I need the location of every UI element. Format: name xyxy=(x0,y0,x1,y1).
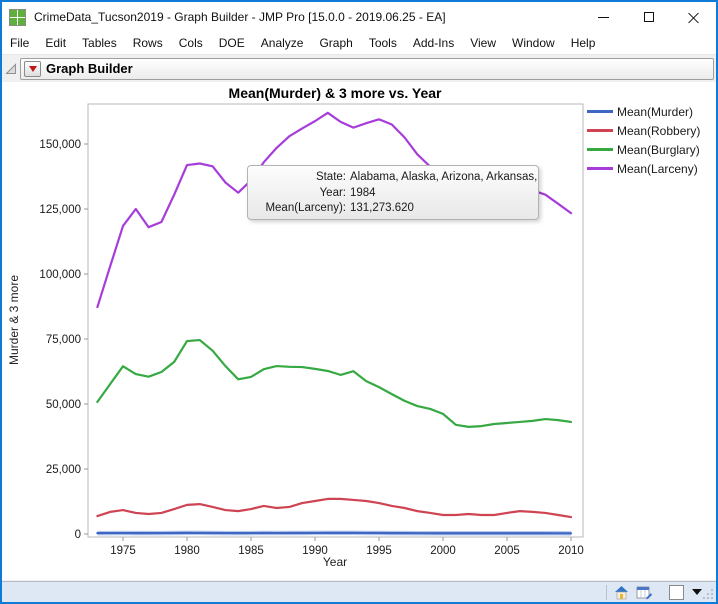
legend-item[interactable]: Mean(Robbery) xyxy=(587,121,700,140)
close-icon xyxy=(688,12,699,23)
minimize-button[interactable] xyxy=(581,2,626,32)
y-tick-label: 50,000 xyxy=(46,399,81,411)
x-tick-label: 1990 xyxy=(302,545,328,557)
legend-label: Mean(Robbery) xyxy=(617,123,701,138)
tooltip-value: 131,273.620 xyxy=(350,202,414,214)
tooltip-pointer xyxy=(247,185,248,199)
tooltip-value: 1984 xyxy=(350,186,376,199)
menu-rows[interactable]: Rows xyxy=(132,35,163,50)
tooltip-label: Mean(Larceny): xyxy=(265,202,346,214)
legend-swatch xyxy=(587,148,613,151)
graph-canvas[interactable]: Mean(Murder) & 3 more vs. Year Murder & … xyxy=(2,82,716,580)
y-tick-label: 75,000 xyxy=(46,334,81,346)
chart-title: Mean(Murder) & 3 more vs. Year xyxy=(229,85,442,101)
x-tick-label: 2005 xyxy=(494,545,520,557)
title-bar: CrimeData_Tucson2019 - Graph Builder - J… xyxy=(2,2,716,32)
menu-analyze[interactable]: Analyze xyxy=(260,35,304,50)
y-tick-label: 25,000 xyxy=(46,464,81,476)
status-dropdown-icon[interactable] xyxy=(692,589,702,595)
menu-view[interactable]: View xyxy=(470,35,496,50)
x-tick-label: 1995 xyxy=(366,545,392,557)
resize-grip[interactable] xyxy=(702,588,714,600)
window-title: CrimeData_Tucson2019 - Graph Builder - J… xyxy=(34,10,446,24)
x-tick-label: 1985 xyxy=(238,545,264,557)
x-tick-label: 2010 xyxy=(558,545,584,557)
red-triangle-menu-button[interactable] xyxy=(24,60,41,77)
menu-tables[interactable]: Tables xyxy=(82,35,117,50)
y-tick-label: 100,000 xyxy=(39,269,81,281)
minimize-icon xyxy=(598,16,609,18)
menu-addins[interactable]: Add-Ins xyxy=(412,35,455,50)
status-separator xyxy=(606,584,607,600)
status-blank-toggle[interactable] xyxy=(669,584,684,600)
menu-file[interactable]: File xyxy=(10,35,30,50)
tooltip-label: State: xyxy=(315,171,346,183)
jmp-app-icon[interactable] xyxy=(9,8,26,26)
red-triangle-icon xyxy=(28,65,37,72)
report-title: Graph Builder xyxy=(46,61,133,76)
menu-graph[interactable]: Graph xyxy=(319,35,353,50)
y-tick-label: 0 xyxy=(75,529,81,541)
menu-window[interactable]: Window xyxy=(512,35,555,50)
plot-frame xyxy=(87,103,584,538)
status-bar xyxy=(2,581,716,602)
maximize-button[interactable] xyxy=(626,2,671,32)
tooltip-value: Alabama, Alaska, Arizona, Arkansas, ... xyxy=(350,171,539,183)
data-table-icon[interactable] xyxy=(635,584,652,600)
series-line-meanburglary[interactable] xyxy=(96,338,573,428)
legend-swatch xyxy=(587,129,613,132)
x-tick-label: 1980 xyxy=(174,545,200,557)
x-tick-label: 2000 xyxy=(430,545,456,557)
home-window-icon[interactable] xyxy=(613,584,630,600)
x-tick-label: 1975 xyxy=(110,545,136,557)
close-button[interactable] xyxy=(671,2,716,32)
tooltip-label: Year: xyxy=(319,186,346,199)
chart-legend: Mean(Murder) Mean(Robbery) Mean(Burglary) M… xyxy=(587,102,700,178)
legend-label: Mean(Larceny) xyxy=(617,161,698,176)
menu-bar: File Edit Tables Rows Cols DOE Analyze G… xyxy=(2,32,716,55)
y-axis-label: Murder & 3 more xyxy=(7,275,21,365)
graph-builder-header: Graph Builder xyxy=(20,57,714,80)
menu-tools[interactable]: Tools xyxy=(368,35,397,50)
x-axis-label: Year xyxy=(323,555,347,569)
menu-doe[interactable]: DOE xyxy=(218,35,245,50)
disclosure-triangle-icon[interactable] xyxy=(5,62,17,75)
menu-help[interactable]: Help xyxy=(570,35,596,50)
maximize-icon xyxy=(643,12,654,22)
menu-edit[interactable]: Edit xyxy=(45,35,67,50)
data-tooltip: State: Alabama, Alaska, Arizona, Arkansas… xyxy=(247,165,539,220)
legend-swatch xyxy=(587,110,613,113)
legend-label: Mean(Burglary) xyxy=(617,142,700,157)
legend-item[interactable]: Mean(Murder) xyxy=(587,102,700,121)
report-area: Mean(Murder) & 3 more vs. Year Murder & … xyxy=(2,82,716,580)
legend-label: Mean(Murder) xyxy=(617,104,694,119)
y-tick-label: 150,000 xyxy=(39,139,81,151)
y-tick-label: 125,000 xyxy=(39,204,81,216)
outline-header-row: Graph Builder xyxy=(2,55,716,82)
legend-swatch xyxy=(587,167,613,170)
series-line-meanrobbery[interactable] xyxy=(96,497,573,519)
menu-cols[interactable]: Cols xyxy=(178,35,203,50)
legend-item[interactable]: Mean(Burglary) xyxy=(587,140,700,159)
legend-item[interactable]: Mean(Larceny) xyxy=(587,159,700,178)
